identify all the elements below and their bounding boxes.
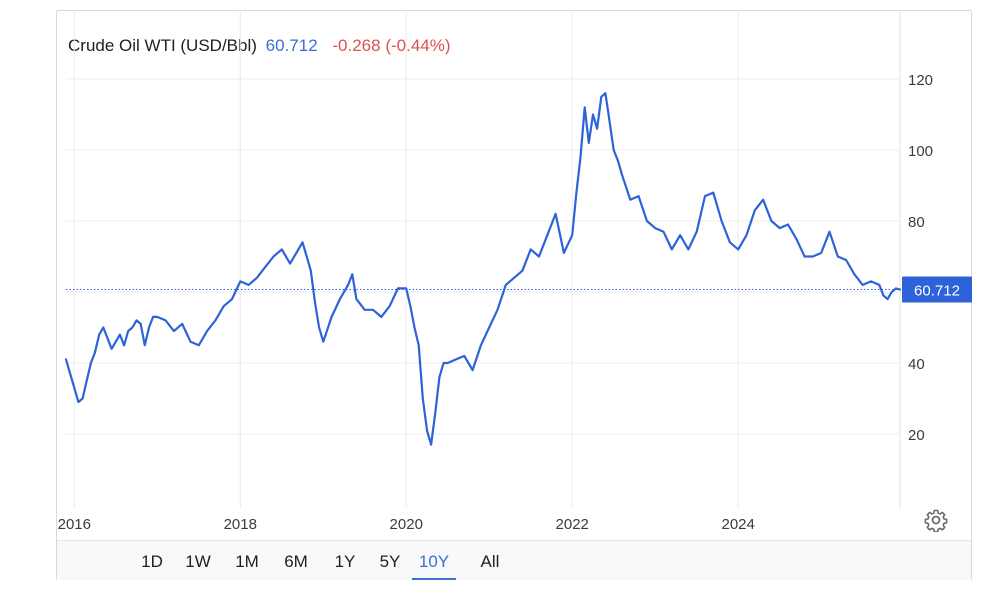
range-1w[interactable]: 1W bbox=[185, 552, 211, 571]
range-1d[interactable]: 1D bbox=[141, 552, 163, 571]
price-series-line bbox=[64, 92, 902, 446]
last-value-label: 60.712 bbox=[914, 282, 960, 299]
range-all[interactable]: All bbox=[480, 552, 500, 571]
y-tick-label-100: 100 bbox=[908, 143, 933, 160]
last-value-badge bbox=[902, 276, 972, 303]
instrument-name: Crude Oil WTI (USD/Bbl) bbox=[68, 36, 257, 55]
x-tick-label-2018: 2018 bbox=[224, 516, 257, 533]
range-bar bbox=[57, 540, 971, 580]
x-tick-label-2016: 2016 bbox=[58, 516, 91, 533]
price-change: -0.268 (-0.44%) bbox=[332, 36, 451, 55]
y-tick-label-20: 20 bbox=[908, 427, 925, 444]
x-tick-label-2020: 2020 bbox=[390, 516, 423, 533]
range-5y[interactable]: 5Y bbox=[379, 552, 401, 571]
chart-header: Crude Oil WTI (USD/Bbl) 60.712 -0.268 (-… bbox=[68, 36, 451, 56]
x-tick-label-2024: 2024 bbox=[721, 516, 754, 533]
y-tick-label-120: 120 bbox=[908, 72, 933, 89]
range-1y[interactable]: 1Y bbox=[334, 552, 356, 571]
chart-card bbox=[56, 10, 972, 580]
y-tick-label-40: 40 bbox=[908, 356, 925, 373]
range-6m[interactable]: 6M bbox=[284, 552, 308, 571]
gear-icon[interactable] bbox=[924, 508, 948, 533]
range-1m[interactable]: 1M bbox=[235, 552, 259, 571]
current-price: 60.712 bbox=[265, 36, 318, 55]
range-10y[interactable]: 10Y bbox=[412, 550, 456, 580]
x-tick-label-2022: 2022 bbox=[556, 516, 589, 533]
price-chart[interactable]: 204060801001202016201820202022202460.712 bbox=[0, 0, 1000, 540]
y-tick-label-80: 80 bbox=[908, 214, 925, 231]
